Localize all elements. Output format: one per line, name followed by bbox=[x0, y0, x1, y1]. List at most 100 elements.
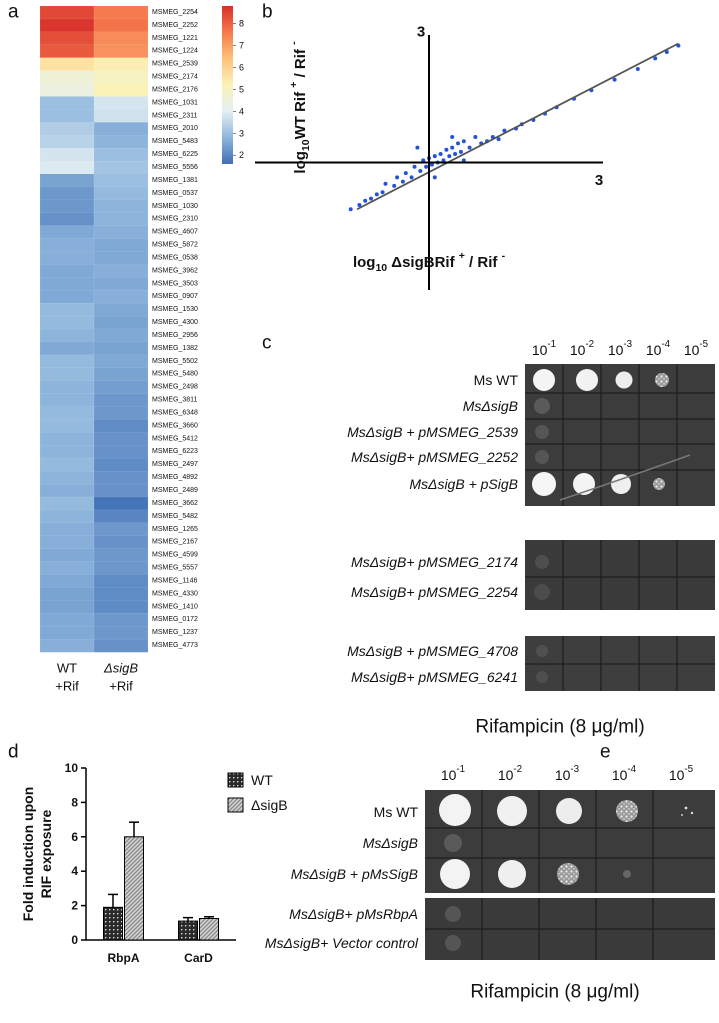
strain-label: MsΔsigB + pSigB bbox=[409, 476, 518, 492]
heatmap-cell bbox=[39, 380, 95, 395]
row-label: MSMEG_1381 bbox=[152, 177, 198, 184]
heatmap-cell bbox=[39, 548, 95, 563]
legend-label: WT bbox=[251, 772, 273, 788]
strain-label: MsΔsigB + pMSMEG_4708 bbox=[347, 643, 518, 659]
heatmap-cell bbox=[39, 626, 95, 640]
strain-label: MsΔsigB + pMSMEG_2539 bbox=[347, 424, 518, 440]
dilution-header: 10-2 bbox=[570, 339, 594, 358]
dilution-header: 10-4 bbox=[612, 764, 637, 783]
heatmap-cell bbox=[93, 535, 149, 550]
scatter-point bbox=[502, 128, 507, 133]
y-tick-label: 6 bbox=[71, 830, 78, 844]
row-label: MSMEG_2489 bbox=[152, 487, 198, 494]
colorbar-label: 8 bbox=[239, 19, 244, 29]
row-label: MSMEG_2498 bbox=[152, 384, 198, 391]
heatmap-cell bbox=[39, 199, 95, 214]
heatmap-cell bbox=[93, 212, 149, 227]
colorbar-label: 5 bbox=[239, 84, 244, 94]
heatmap-cell bbox=[39, 135, 95, 149]
panel-letter: b bbox=[262, 2, 273, 23]
bar bbox=[124, 836, 144, 941]
heatmap-cell bbox=[39, 264, 95, 278]
dilution-exponent: -4 bbox=[627, 764, 636, 775]
heatmap-cell bbox=[93, 44, 149, 59]
y-tick-label: 2 bbox=[71, 899, 78, 913]
row-label: MSMEG_4300 bbox=[152, 319, 198, 326]
y-axis-label: RIF exposure bbox=[38, 809, 54, 898]
heatmap-cell bbox=[39, 574, 95, 588]
heatmap-cell bbox=[39, 186, 95, 201]
heatmap-cell bbox=[93, 290, 149, 304]
scatter-point bbox=[473, 135, 478, 139]
scatter-point bbox=[438, 152, 443, 156]
row-label: MSMEG_6223 bbox=[152, 448, 198, 455]
heatmap-cell bbox=[93, 626, 149, 640]
heatmap-cell bbox=[93, 509, 149, 524]
panel-letter: d bbox=[8, 742, 19, 763]
scatter-point bbox=[392, 183, 397, 188]
heatmap-cell bbox=[39, 600, 95, 614]
row-label: MSMEG_3660 bbox=[152, 422, 198, 429]
x-tick-label: RbpA bbox=[108, 951, 140, 965]
row-label: MSMEG_3662 bbox=[152, 500, 198, 507]
heatmap-cell bbox=[39, 341, 95, 356]
caption: Rifampicin (8 μg/ml) bbox=[475, 717, 644, 738]
row-label: MSMEG_5872 bbox=[152, 242, 198, 249]
row-label: MSMEG_2539 bbox=[152, 61, 198, 68]
row-label: MSMEG_2010 bbox=[152, 125, 198, 132]
row-label: MSMEG_4607 bbox=[152, 229, 198, 236]
heatmap-cell bbox=[39, 587, 95, 601]
heatmap-cell bbox=[39, 393, 95, 407]
x-axis-label-part: ΔsigBRif bbox=[387, 254, 459, 271]
row-label: MSMEG_2176 bbox=[152, 86, 198, 93]
heatmap-cell bbox=[39, 44, 95, 59]
strain-label: MsΔsigB bbox=[463, 398, 518, 414]
y-axis-label-part: log bbox=[292, 151, 309, 174]
column-condition: +Rif bbox=[55, 679, 79, 694]
scatter-point bbox=[369, 196, 373, 201]
plate-photo bbox=[525, 364, 715, 691]
heatmap-cell bbox=[93, 458, 149, 472]
colorbar-label: 3 bbox=[239, 128, 244, 138]
scatter-point bbox=[348, 207, 353, 212]
heatmap-cell bbox=[39, 160, 95, 175]
legend-swatch bbox=[227, 772, 244, 788]
heatmap-cell bbox=[39, 238, 95, 252]
row-label: MSMEG_6348 bbox=[152, 409, 198, 416]
heatmap-cell bbox=[39, 522, 95, 537]
dilution-base: 10 bbox=[555, 767, 571, 783]
heatmap-cell bbox=[93, 135, 149, 149]
heatmap-cell bbox=[39, 109, 95, 123]
scatter-point bbox=[450, 145, 455, 150]
row-label: MSMEG_2956 bbox=[152, 332, 198, 339]
heatmap-cell bbox=[93, 432, 149, 446]
row-label: MSMEG_1382 bbox=[152, 345, 198, 352]
column-label: WT bbox=[57, 661, 77, 676]
dilution-header: 10-5 bbox=[669, 764, 694, 783]
scatter-point bbox=[429, 162, 434, 167]
row-label: MSMEG_2167 bbox=[152, 539, 198, 546]
row-label: MSMEG_2252 bbox=[152, 22, 198, 29]
scatter-point bbox=[412, 164, 417, 169]
row-label: MSMEG_0907 bbox=[152, 293, 198, 300]
dilution-header: 10-3 bbox=[555, 764, 580, 783]
row-label: MSMEG_4892 bbox=[152, 474, 198, 481]
x-axis-label-part: / Rif bbox=[465, 254, 502, 271]
heatmap-cell bbox=[93, 109, 149, 123]
heatmap-cell bbox=[93, 70, 149, 84]
y-axis-label: Fold induction upon bbox=[20, 787, 36, 922]
heatmap-cell bbox=[93, 587, 149, 601]
strain-label: MsΔsigB+ Vector control bbox=[265, 935, 419, 951]
bar bbox=[103, 906, 123, 941]
row-label: MSMEG_4599 bbox=[152, 552, 198, 559]
strain-label: MsΔsigB bbox=[363, 835, 418, 851]
row-label: MSMEG_1146 bbox=[152, 577, 197, 584]
row-label: MSMEG_1265 bbox=[152, 526, 198, 533]
heatmap-cell bbox=[93, 225, 149, 240]
colorbar-label: 7 bbox=[239, 41, 244, 51]
heatmap-cell bbox=[39, 57, 95, 72]
row-label: MSMEG_4330 bbox=[152, 590, 198, 597]
row-label: MSMEG_0538 bbox=[152, 254, 198, 261]
dilution-exponent: -1 bbox=[547, 339, 556, 350]
colorbar-label: 2 bbox=[239, 150, 244, 160]
